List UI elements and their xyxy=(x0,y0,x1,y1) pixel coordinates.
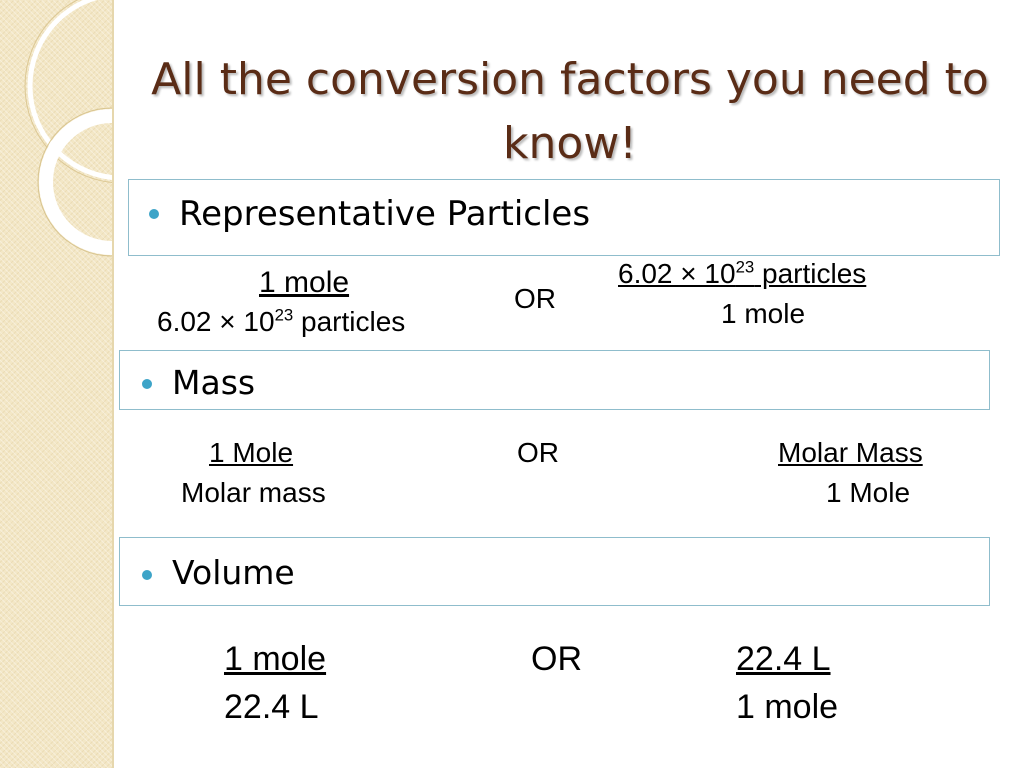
volume-or-label: OR xyxy=(531,640,582,678)
mass-or-label: OR xyxy=(517,437,559,468)
volume-right-denominator: 1 mole xyxy=(736,688,839,726)
volume-right-numerator: 22.4 L xyxy=(736,640,831,678)
particles-right-num-unit: particles xyxy=(754,258,867,289)
particles-left-numerator: 1 mole xyxy=(259,266,350,299)
slide-title: All the conversion factors you need to k… xyxy=(151,54,989,169)
mass-left-numerator: 1 Mole xyxy=(209,437,294,468)
section-box-volume: Volume xyxy=(119,537,990,606)
bullet-icon xyxy=(142,379,152,389)
decorative-rings-icon xyxy=(24,0,112,257)
particles-left-denominator: 6.02 × 1023 particles xyxy=(157,306,405,338)
section-heading-mass: Mass xyxy=(172,363,256,402)
particles-right-num-exp: 23 xyxy=(735,257,755,277)
particles-or-label: OR xyxy=(514,283,556,314)
mass-right-denominator: 1 Mole xyxy=(826,477,911,508)
volume-left-denominator: 22.4 L xyxy=(224,688,319,726)
mass-left-denominator: Molar mass xyxy=(181,477,326,508)
bullet-icon xyxy=(142,570,152,580)
particles-right-num-base: 6.02 × 10 xyxy=(618,258,736,289)
bullet-icon xyxy=(149,209,159,219)
section-heading-particles: Representative Particles xyxy=(179,194,591,234)
section-box-mass: Mass xyxy=(119,350,990,410)
particles-right-denominator: 1 mole xyxy=(721,298,806,329)
volume-left-numerator: 1 mole xyxy=(224,640,327,678)
particles-left-den-base: 6.02 × 10 xyxy=(157,306,275,337)
mass-right-numerator: Molar Mass xyxy=(778,437,923,468)
section-box-particles: Representative Particles xyxy=(128,179,1000,256)
particles-left-den-unit: particles xyxy=(293,306,406,337)
section-heading-volume: Volume xyxy=(172,553,295,592)
decorative-side-strip xyxy=(0,0,114,768)
particles-left-den-exp: 23 xyxy=(274,305,294,325)
particles-right-numerator: 6.02 × 1023 particles xyxy=(618,258,866,290)
